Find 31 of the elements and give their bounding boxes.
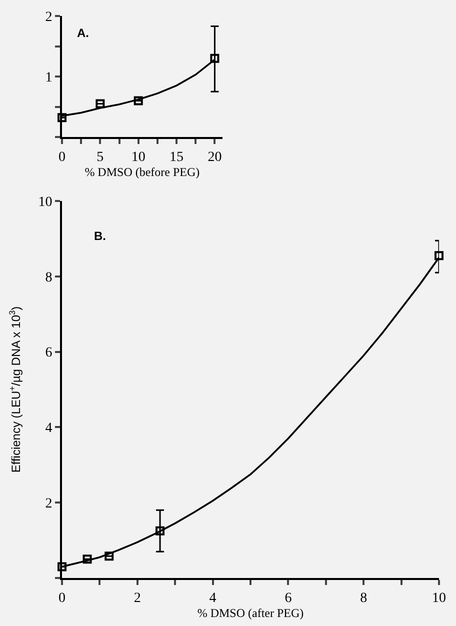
x-tick-label: 5 xyxy=(96,150,104,165)
annotation: A. xyxy=(77,26,89,40)
x-axis-title: % DMSO (after PEG) xyxy=(197,606,304,620)
point xyxy=(82,554,92,564)
annotation: B. xyxy=(94,229,106,243)
point xyxy=(156,526,165,536)
x-tick-label: 2 xyxy=(134,590,141,606)
point xyxy=(104,552,114,561)
point xyxy=(58,113,66,122)
y-tick-label: 1 xyxy=(45,70,52,86)
x-tick-label: 4 xyxy=(209,590,216,606)
x-tick-label: 0 xyxy=(58,590,66,606)
x-tick-label: 6 xyxy=(284,590,292,606)
x-tick-label: 20 xyxy=(208,150,222,165)
x-tick-label: 8 xyxy=(360,590,368,606)
y-tick-label: 2 xyxy=(45,496,52,512)
y-tick-label: 10 xyxy=(38,194,52,210)
point xyxy=(96,99,105,108)
point xyxy=(58,562,66,572)
y-tick-label: 2 xyxy=(45,10,52,25)
x-tick-label: 15 xyxy=(170,150,184,165)
y-tick-label: 8 xyxy=(45,270,52,286)
x-tick-label: 0 xyxy=(58,150,66,165)
point xyxy=(210,54,220,63)
x-tick-label: 10 xyxy=(131,150,146,165)
x-axis-title: % DMSO (before PEG) xyxy=(84,164,200,179)
point xyxy=(434,251,444,260)
y-tick-label: 4 xyxy=(45,421,52,436)
point xyxy=(134,96,143,106)
y-tick-label: 6 xyxy=(45,346,52,361)
x-tick-label: 10 xyxy=(432,590,446,606)
